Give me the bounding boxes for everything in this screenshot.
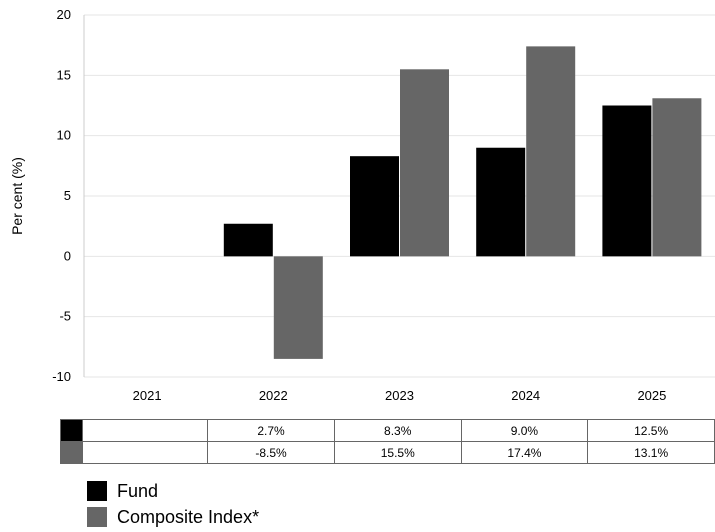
legend-item-index: Composite Index*	[87, 504, 259, 530]
table-cell	[81, 419, 209, 442]
x-tick-label: 2021	[133, 388, 162, 403]
table-cell	[81, 441, 209, 464]
bars	[223, 46, 702, 359]
table-cell: 9.0%	[460, 419, 589, 442]
table-cell: 8.3%	[333, 419, 462, 442]
bar	[350, 156, 399, 257]
legend-swatch-index	[87, 507, 107, 527]
y-tick-label: 15	[57, 67, 71, 82]
data-table-row-index: -8.5% 15.5% 17.4% 13.1%	[60, 441, 715, 464]
y-axis-label: Per cent (%)	[9, 157, 25, 235]
y-axis-ticks: 20 15 10 5 0 -5 -10	[52, 7, 71, 384]
x-tick-label: 2022	[259, 388, 288, 403]
y-tick-label: -5	[59, 309, 71, 324]
data-table-row-fund: 2.7% 8.3% 9.0% 12.5%	[60, 419, 715, 442]
y-tick-label: 0	[64, 248, 71, 263]
x-tick-label: 2025	[637, 388, 666, 403]
legend-label-index: Composite Index*	[117, 506, 260, 527]
bar	[273, 256, 323, 359]
x-tick-label: 2024	[511, 388, 540, 403]
legend-label-fund: Fund	[117, 480, 159, 501]
bar	[400, 69, 449, 257]
table-cell: -8.5%	[207, 441, 335, 464]
bar	[476, 147, 526, 257]
bar	[652, 98, 702, 257]
table-cell: 17.4%	[460, 441, 589, 464]
y-tick-label: -10	[52, 369, 71, 384]
bar	[526, 46, 576, 257]
table-cell: 2.7%	[207, 419, 335, 442]
y-tick-label: 10	[57, 128, 71, 143]
table-cell: 13.1%	[587, 441, 715, 464]
legend-swatch-fund	[87, 481, 107, 501]
bar	[602, 105, 652, 257]
gridlines	[84, 14, 715, 378]
table-cell: 15.5%	[333, 441, 462, 464]
x-tick-label: 2023	[385, 388, 414, 403]
x-axis-ticks: 2021 2022 2023 2024 2025	[133, 388, 667, 403]
fund-swatch	[60, 419, 83, 442]
legend-item-fund: Fund	[87, 478, 259, 504]
legend: Fund Composite Index*	[87, 478, 259, 530]
index-swatch	[60, 441, 83, 464]
y-tick-label: 5	[64, 188, 71, 203]
bar	[223, 223, 273, 257]
data-table: 2.7% 8.3% 9.0% 12.5% -8.5% 15.5% 17.4% 1…	[60, 419, 715, 464]
y-tick-label: 20	[57, 7, 71, 22]
table-cell: 12.5%	[587, 419, 715, 442]
